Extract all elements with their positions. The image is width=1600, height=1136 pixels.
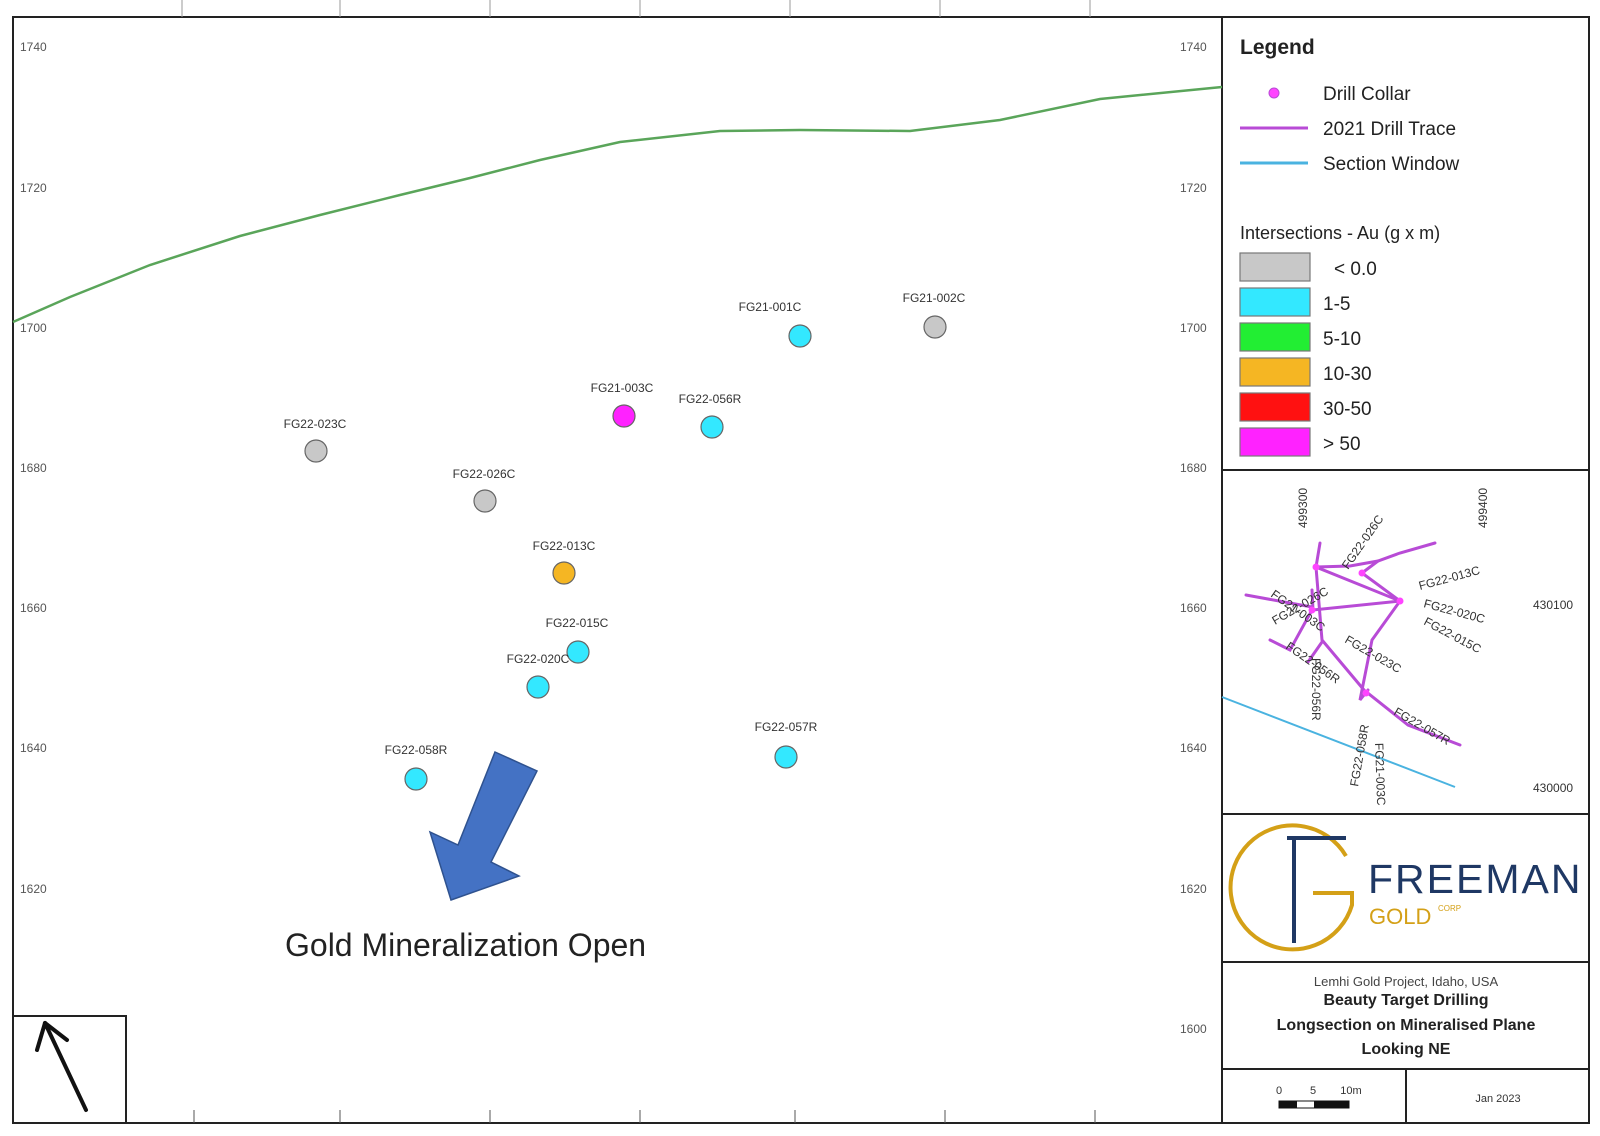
legend-intersections-title: Intersections - Au (g x m) bbox=[1240, 223, 1440, 243]
intersection-label: FG22-058R bbox=[385, 743, 448, 757]
inset-trace-label: FG22-056R bbox=[1309, 658, 1323, 721]
legend-swatch bbox=[1239, 322, 1311, 352]
intersection-marker[interactable] bbox=[612, 404, 636, 428]
intersection-marker[interactable] bbox=[566, 640, 590, 664]
topography-line bbox=[12, 85, 1223, 324]
logo-g-shape bbox=[1228, 823, 1354, 952]
elevation-label: 1680 bbox=[1180, 461, 1207, 475]
legend-swatch bbox=[1239, 392, 1311, 422]
legend-drill-collar: Drill Collar bbox=[1323, 84, 1411, 105]
legend-swatch bbox=[1239, 427, 1311, 457]
elevation-label: 1680 bbox=[20, 461, 47, 475]
legend-swatch bbox=[1239, 287, 1311, 317]
legend-class-label: < 0.0 bbox=[1334, 259, 1377, 280]
top-ticks bbox=[181, 0, 1091, 17]
legend-class-label: 30-50 bbox=[1323, 399, 1372, 420]
elevation-label: 1620 bbox=[1180, 882, 1207, 896]
intersections-layer: FG21-001C FG21-002C FG21-003C FG22-056R … bbox=[284, 291, 966, 791]
intersection-marker[interactable] bbox=[304, 439, 328, 463]
elevation-label: 1640 bbox=[20, 741, 47, 755]
logo-name: FREEMAN bbox=[1368, 856, 1582, 902]
intersection-label: FG21-003C bbox=[591, 381, 654, 395]
bottom-ticks bbox=[193, 1110, 1096, 1123]
elevation-label: 1600 bbox=[1180, 1022, 1207, 1036]
intersection-label: FG21-001C bbox=[739, 300, 802, 314]
legend-class-label: 1-5 bbox=[1323, 294, 1350, 315]
inset-plan-map: 499300 499400 430100 430000 FG22-013C FG… bbox=[1221, 488, 1573, 806]
north-arrow-box bbox=[12, 1015, 127, 1124]
intersection-label: FG22-013C bbox=[533, 539, 596, 553]
intersection-marker[interactable] bbox=[526, 675, 550, 699]
inset-easting-label: 499400 bbox=[1476, 488, 1490, 528]
project-name: Lemhi Gold Project, Idaho, USA bbox=[1314, 974, 1499, 989]
inset-trace-label: FG21-003C bbox=[1372, 743, 1388, 806]
elevation-label: 1660 bbox=[1180, 601, 1207, 615]
elevation-label: 1720 bbox=[1180, 181, 1207, 195]
inset-collar-icon bbox=[1396, 597, 1404, 605]
elevation-label: 1740 bbox=[1180, 40, 1207, 54]
legend-title: Legend bbox=[1240, 36, 1315, 59]
drill-collar-icon bbox=[1268, 87, 1280, 99]
scale-tick-label: 5 bbox=[1310, 1085, 1316, 1097]
intersection-label: FG21-002C bbox=[903, 291, 966, 305]
title-block: Lemhi Gold Project, Idaho, USA Beauty Ta… bbox=[1277, 974, 1536, 1058]
intersection-label: FG22-020C bbox=[507, 652, 570, 666]
legend: Legend Drill Collar 2021 Drill Trace Sec… bbox=[1239, 36, 1460, 457]
legend-class-label: > 50 bbox=[1323, 434, 1361, 455]
freeman-gold-logo: FREEMAN GOLD CORP bbox=[1228, 823, 1582, 952]
mineralization-open-arrow bbox=[428, 750, 539, 901]
intersection-label: FG22-056R bbox=[679, 392, 742, 406]
inset-collar-icon bbox=[1308, 606, 1316, 614]
annotation-text: Gold Mineralization Open bbox=[285, 927, 646, 963]
logo-suffix: CORP bbox=[1438, 904, 1461, 913]
title-line-3: Looking NE bbox=[1362, 1041, 1451, 1058]
intersection-label: FG22-057R bbox=[755, 720, 818, 734]
intersection-marker[interactable] bbox=[923, 315, 947, 339]
elevation-label: 1700 bbox=[1180, 321, 1207, 335]
map-frame bbox=[12, 16, 1590, 1124]
inset-northing-label: 430100 bbox=[1533, 598, 1573, 612]
intersection-marker[interactable] bbox=[700, 415, 724, 439]
inset-collar-icon bbox=[1362, 689, 1370, 697]
legend-class-label: 5-10 bbox=[1323, 329, 1361, 350]
logo-sub: GOLD bbox=[1369, 904, 1431, 929]
intersection-label: FG22-023C bbox=[284, 417, 347, 431]
legend-section-window: Section Window bbox=[1323, 154, 1460, 175]
scale-bar: 0 5 10m bbox=[1276, 1085, 1362, 1109]
intersection-label: FG22-015C bbox=[546, 616, 609, 630]
inset-section-window bbox=[1221, 696, 1456, 788]
elevation-axis-right: 1740 1720 1700 1680 1660 1640 1620 1600 bbox=[1180, 40, 1207, 1036]
title-line-1: Beauty Target Drilling bbox=[1323, 992, 1488, 1009]
legend-swatch bbox=[1239, 252, 1311, 282]
elevation-label: 1720 bbox=[20, 181, 47, 195]
inset-collar-icon bbox=[1358, 569, 1366, 577]
elevation-label: 1660 bbox=[20, 601, 47, 615]
scale-tick-label: 10m bbox=[1340, 1085, 1361, 1097]
scale-tick-label: 0 bbox=[1276, 1085, 1282, 1097]
intersection-label: FG22-026C bbox=[453, 467, 516, 481]
inset-easting-label: 499300 bbox=[1296, 488, 1310, 528]
elevation-label: 1700 bbox=[20, 321, 47, 335]
legend-drill-trace: 2021 Drill Trace bbox=[1323, 119, 1456, 140]
intersection-marker[interactable] bbox=[473, 489, 497, 513]
intersection-marker[interactable] bbox=[552, 561, 576, 585]
intersection-marker[interactable] bbox=[774, 745, 798, 769]
inset-northing-label: 430000 bbox=[1533, 781, 1573, 795]
legend-class-label: 10-30 bbox=[1323, 364, 1372, 385]
intersection-marker[interactable] bbox=[404, 767, 428, 791]
elevation-label: 1640 bbox=[1180, 741, 1207, 755]
map-date: Jan 2023 bbox=[1475, 1093, 1520, 1105]
intersection-marker[interactable] bbox=[788, 324, 812, 348]
elevation-label: 1740 bbox=[20, 40, 47, 54]
title-line-2: Longsection on Mineralised Plane bbox=[1277, 1017, 1536, 1034]
elevation-label: 1620 bbox=[20, 882, 47, 896]
inset-collar-icon bbox=[1312, 563, 1320, 571]
legend-swatch bbox=[1239, 357, 1311, 387]
elevation-axis-left: 1740 1720 1700 1680 1660 1640 1620 bbox=[20, 40, 47, 896]
north-arrow-icon bbox=[35, 1021, 88, 1112]
